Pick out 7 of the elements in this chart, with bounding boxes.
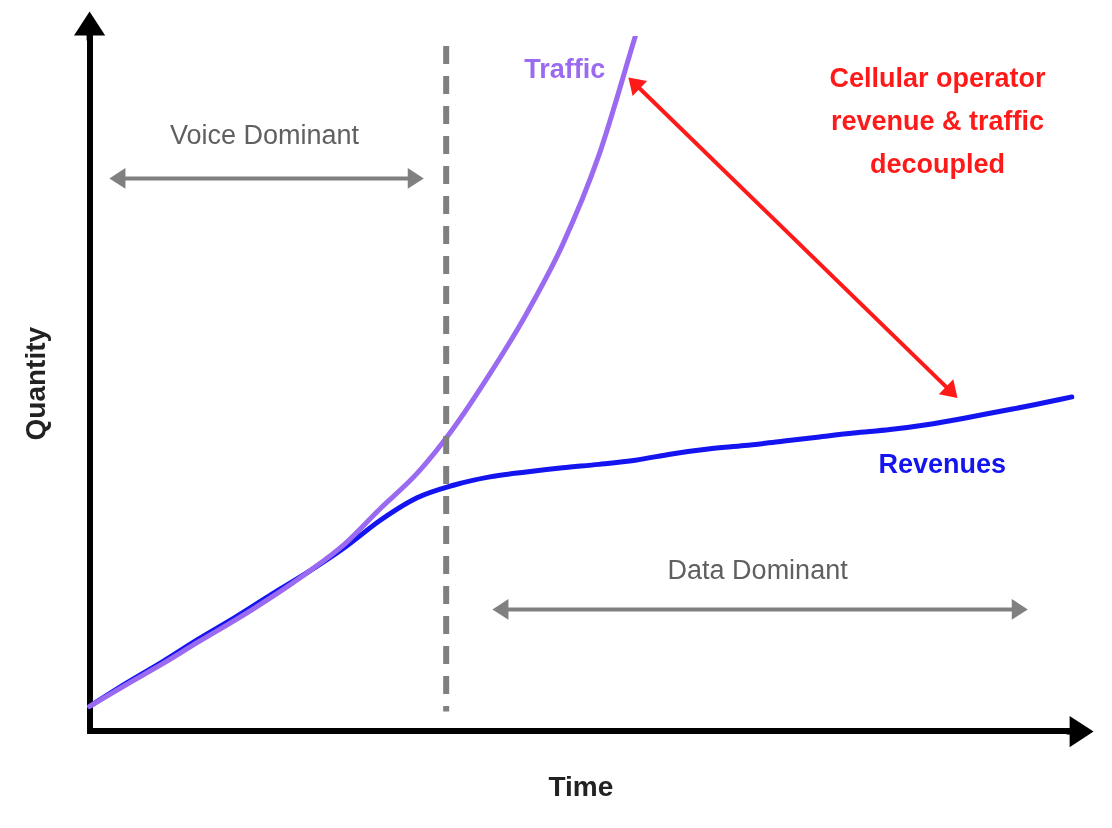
x-axis-title: Time <box>548 770 614 802</box>
series-label: Traffic <box>524 53 606 84</box>
annotation: Voice Dominant <box>169 119 360 150</box>
y-axis-title: Quantity <box>19 326 51 441</box>
series-label: Revenues <box>878 448 1007 479</box>
annotation: Cellular operator revenue & traffic decoupled <box>829 63 1046 179</box>
annotation: Data Dominant <box>667 554 849 585</box>
